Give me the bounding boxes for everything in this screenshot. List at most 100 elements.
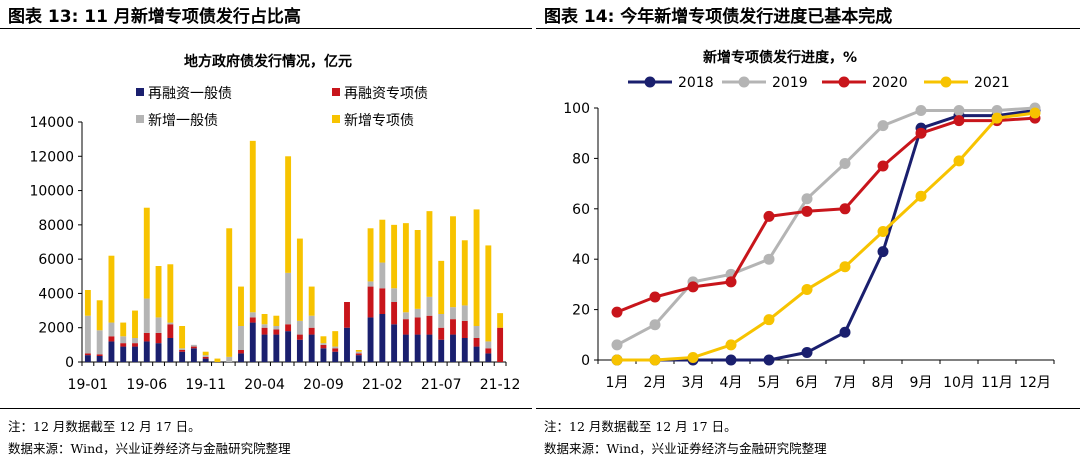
line-legend-label: 2020 xyxy=(872,75,908,91)
bar-legend-label: 再融资一般债 xyxy=(148,86,232,102)
figure-13-bottom-rule xyxy=(0,408,532,409)
bar-segment xyxy=(167,324,174,338)
bar-segment xyxy=(84,355,91,362)
bar-segment xyxy=(308,327,315,335)
bar-segment xyxy=(249,312,256,318)
bar-segment xyxy=(132,310,138,338)
line-point xyxy=(801,193,813,205)
line-y-tick-label: 100 xyxy=(563,101,590,117)
line-point xyxy=(801,205,813,217)
line-x-tick-label: 2月 xyxy=(644,375,667,391)
line-legend-marker xyxy=(838,76,850,88)
figure-14-bottom-rule xyxy=(536,408,1080,409)
bar-segment xyxy=(96,300,103,331)
bar-segment xyxy=(84,315,91,354)
bar-y-tick-label: 12000 xyxy=(29,149,74,165)
bar-segment xyxy=(461,240,468,306)
bar-segment xyxy=(332,346,339,349)
bar-segment xyxy=(426,334,433,362)
bar-legend-swatch xyxy=(136,88,144,96)
bar-legend-label: 再融资专项债 xyxy=(344,86,428,102)
bar-segment xyxy=(320,348,327,362)
bar-segment xyxy=(438,260,445,314)
bar-segment xyxy=(438,327,445,340)
bar-segment xyxy=(332,351,339,362)
line-point xyxy=(1029,107,1041,119)
bar-segment xyxy=(426,211,433,297)
bar-segment xyxy=(355,355,362,362)
line-x-tick-label: 7月 xyxy=(834,375,857,391)
bar-segment xyxy=(167,338,174,362)
line-point xyxy=(725,339,737,351)
line-x-tick-label: 9月 xyxy=(910,375,933,391)
line-point xyxy=(687,351,699,363)
bar-segment xyxy=(414,334,421,362)
bar-segment xyxy=(202,356,209,359)
bar-segment xyxy=(249,140,256,313)
bar-segment xyxy=(238,326,244,350)
line-chart-series xyxy=(611,102,1041,366)
figure-14-title: 图表 14: 今年新增专项债发行进度已基本完成 xyxy=(544,7,893,27)
line-point xyxy=(915,105,927,117)
bar-segment xyxy=(143,298,150,333)
figure-13-panel: 图表 13: 11 月新增专项债发行占比高 地方政府债发行情况，亿元 再融资一般… xyxy=(0,0,532,467)
figure-14-panel: 图表 14: 今年新增专项债发行进度已基本完成 新增专项债发行进度，% 2018… xyxy=(536,0,1080,467)
line-x-tick-label: 11月 xyxy=(981,375,1013,391)
figure-14-source: 数据来源：Wind，兴业证券经济与金融研究院整理 xyxy=(544,441,827,456)
bar-y-tick-label: 8000 xyxy=(38,218,74,234)
bar-segment xyxy=(120,343,127,347)
line-x-tick-label: 4月 xyxy=(720,375,743,391)
bar-segment xyxy=(414,308,421,318)
line-point xyxy=(801,283,813,295)
bar-segment xyxy=(355,351,362,354)
line-x-tick-label: 6月 xyxy=(796,375,819,391)
bar-segment xyxy=(202,355,209,357)
line-legend-marker xyxy=(940,76,952,88)
bar-x-tick-label: 20-04 xyxy=(244,377,285,393)
line-point xyxy=(877,225,889,237)
line-chart-axes: 0 20 40 60 80 100 1月 2月 3月 4月 5月 6月 7月 8月 9月 10月 11月 12月 xyxy=(563,101,1055,391)
bar-segment xyxy=(355,350,362,352)
bar-segment xyxy=(214,358,221,362)
bar-segment xyxy=(473,326,480,338)
line-series-path xyxy=(617,109,1036,362)
figure-13-top-rule xyxy=(0,28,532,29)
bar-y-tick-label: 10000 xyxy=(29,184,74,200)
bar-segment xyxy=(402,319,409,335)
bar-segment xyxy=(261,314,268,325)
line-point xyxy=(839,157,851,169)
bar-x-tick-label: 21-12 xyxy=(480,377,521,393)
line-y-tick-label: 80 xyxy=(572,151,590,167)
bar-segment xyxy=(426,315,433,335)
bar-segment xyxy=(296,320,303,335)
bar-segment xyxy=(155,317,162,333)
bar-segment xyxy=(450,319,456,335)
bar-segment xyxy=(308,315,315,328)
bar-x-tick-label: 19-01 xyxy=(68,377,109,393)
bar-segment xyxy=(485,353,492,362)
bar-segment xyxy=(402,223,409,313)
bar-segment xyxy=(473,209,480,326)
bar-segment xyxy=(273,334,280,362)
bar-segment xyxy=(414,230,421,309)
line-point xyxy=(649,291,661,303)
line-x-tick-label: 12月 xyxy=(1019,375,1051,391)
figure-13-note: 注：12 月数据截至 12 月 17 日。 xyxy=(8,419,201,434)
line-point xyxy=(991,112,1003,124)
line-series-2018 xyxy=(611,105,1041,366)
bar-segment xyxy=(273,315,280,326)
line-x-tick-label: 5月 xyxy=(758,375,781,391)
bar-segment xyxy=(473,346,480,362)
bar-segment xyxy=(402,312,409,320)
bar-segment xyxy=(179,350,186,352)
bar-segment xyxy=(84,353,91,356)
bar-segment xyxy=(238,350,244,354)
bar-segment xyxy=(438,339,445,362)
figure-13-source: 数据来源：Wind，兴业证券经济与金融研究院整理 xyxy=(8,441,291,456)
bar-segment xyxy=(450,334,456,362)
line-series-path xyxy=(616,106,1036,347)
bar-segment xyxy=(426,296,433,316)
line-point xyxy=(839,326,851,338)
bar-segment xyxy=(179,351,186,362)
